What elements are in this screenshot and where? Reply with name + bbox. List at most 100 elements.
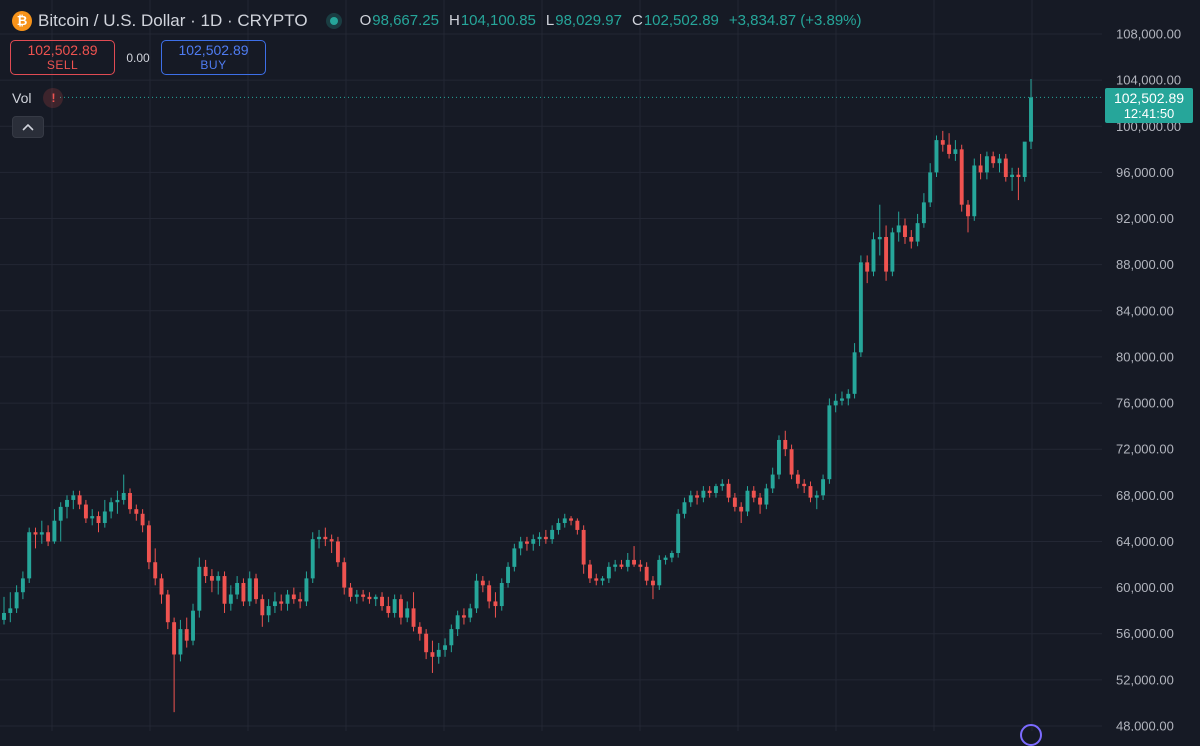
candle [146,520,151,570]
sell-button[interactable]: 102,502.89 SELL [10,40,115,75]
candle-body [461,615,466,618]
symbol-title[interactable]: Bitcoin / U.S. Dollar · 1D · CRYPTO [38,11,308,30]
candle [159,573,164,604]
candle-body [96,516,101,524]
candle-body [657,559,662,586]
y-tick-label: 88,000.00 [1116,257,1174,272]
volume-indicator[interactable]: Vol ! [12,88,64,108]
candle [71,490,76,510]
y-tick-label: 64,000.00 [1116,534,1174,549]
candle [348,582,353,602]
bitcoin-icon[interactable]: ₿ [12,11,32,31]
candle [638,559,643,572]
candle [915,213,920,247]
candle [821,474,826,500]
candle-body [518,541,523,549]
y-tick-label: 72,000.00 [1116,442,1174,457]
change-value: +3,834.87 (+3.89%) [728,12,862,29]
candle [569,516,574,526]
candle-body [821,479,826,496]
candle-body [77,495,82,505]
candle-body [651,580,655,586]
candle-body [222,576,227,604]
candle-body [972,165,977,217]
candle [657,555,662,590]
candle-body [254,578,258,600]
buy-label: BUY [200,57,227,72]
candle [480,576,485,593]
candle-body [14,592,19,609]
candle [984,151,989,180]
candle-body [83,504,88,519]
candle-body [455,615,460,630]
candle [928,163,933,207]
candle-body [764,488,769,505]
candle [588,559,592,583]
candle [1029,78,1033,149]
candle-body [1029,97,1033,142]
candle-body [814,495,819,498]
candle-body [417,626,422,634]
candle-body [373,596,378,600]
candle [20,571,25,600]
candle-body [770,474,775,489]
candle [663,555,668,565]
ohlc-low: L98,029.97 [546,9,622,33]
candle-body [909,236,914,242]
warning-icon[interactable]: ! [43,88,64,108]
candle-body [405,608,410,618]
candle-body [984,156,989,173]
candle-body [506,566,511,583]
candle-body [209,576,214,581]
candle [921,193,926,228]
candle [398,594,403,625]
candle [260,594,265,627]
candle [197,557,202,618]
candle [424,629,429,660]
candle [770,467,775,494]
collapse-indicators-button[interactable] [12,116,44,138]
candle [411,592,416,632]
candle-body [285,594,290,604]
candle-body [644,566,649,581]
last-price-value: 102,502.89 [1113,89,1185,106]
candle [783,430,788,457]
market-status-icon[interactable] [325,13,342,29]
candle-body [153,562,158,579]
candle [865,255,870,284]
candle-body [266,606,271,616]
circle-icon[interactable] [1020,724,1042,746]
candle-body [1010,174,1015,178]
candle [298,592,303,609]
candle-body [795,474,800,484]
candle-body [903,225,907,237]
candle [178,619,183,662]
price-axis[interactable]: 48,000.00 52,000.00 56,000.00 60,000.00 64,0… [1116,27,1181,732]
candle-body [2,612,6,620]
candle-body [241,582,246,602]
candle [651,576,655,600]
candle-body [184,629,189,641]
candle [739,502,744,524]
candle-body [569,518,574,521]
candle [947,133,952,159]
high-value: 104,100.85 [460,12,536,29]
buy-button[interactable]: 102,502.89 BUY [161,40,266,75]
candle [789,444,794,480]
candle-body [443,645,447,650]
candle-body [928,172,933,203]
candle-body [562,518,567,524]
candle-body [852,352,857,394]
candle-body [317,536,321,540]
candle [493,592,498,618]
close-value: 102,502.89 [643,12,719,29]
candle [165,589,170,630]
candle-body [165,594,170,623]
candle-body [581,529,586,565]
candlestick-chart[interactable]: 48,000.00 52,000.00 56,000.00 60,000.00 64,0… [0,0,1200,731]
candle-body [203,566,208,577]
candle-body [966,204,970,217]
candle [1022,141,1027,182]
open-value: 98,667.25 [372,12,439,29]
candle-body [20,578,25,593]
